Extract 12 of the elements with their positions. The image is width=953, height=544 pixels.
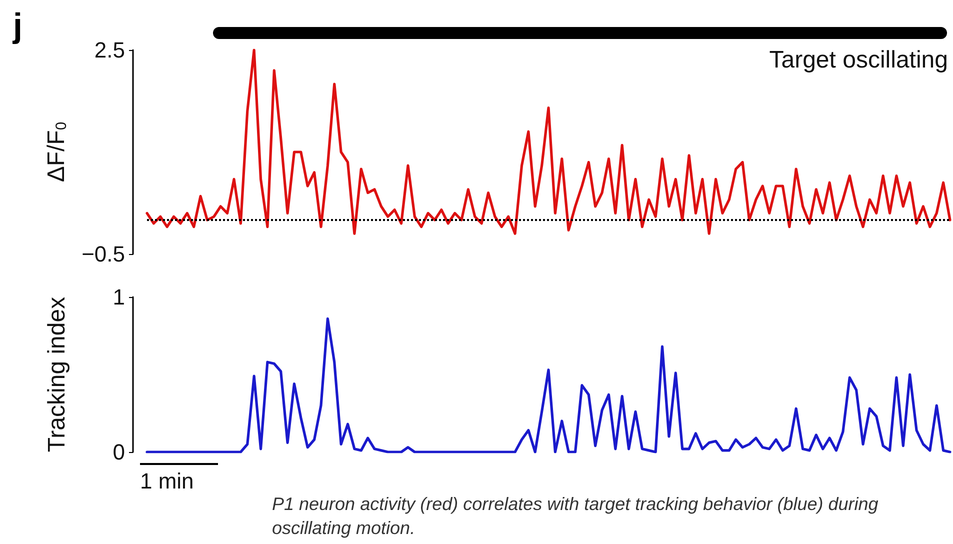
text: P1 neuron activity (red) correlates with target tracking behavior (blue) during oscillating motion.: [272, 494, 884, 538]
line-series: [146, 317, 952, 454]
annotation: Target oscillating: [769, 46, 948, 74]
y-tick-label: 0: [112, 440, 125, 464]
chart-title: j: [12, 7, 22, 45]
y-tick-label: 2.5: [94, 38, 125, 62]
y-axis-title: Tracking index: [44, 296, 70, 452]
line-series: [146, 48, 952, 235]
y-tick-label: −0.5: [82, 242, 125, 266]
y-tick-label: 1: [112, 284, 125, 310]
text: 1 min: [140, 468, 194, 494]
y-axis-title: ΔF/F0: [43, 122, 70, 182]
